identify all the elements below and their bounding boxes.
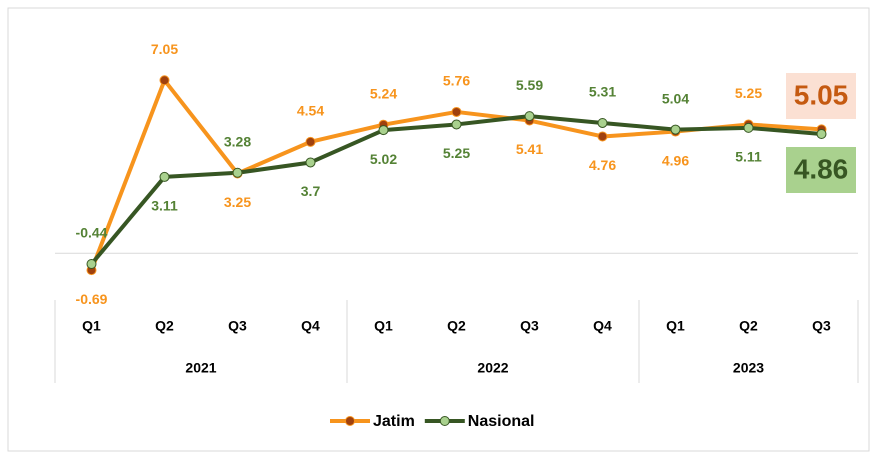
value-label: -0.69 <box>76 291 108 307</box>
x-tick-label: Q1 <box>82 318 101 334</box>
x-group-label: 2021 <box>185 360 216 376</box>
value-label: -0.44 <box>76 225 108 241</box>
data-point <box>597 131 608 142</box>
value-label: 5.11 <box>735 149 762 165</box>
data-point <box>159 171 170 182</box>
x-tick-label: Q2 <box>447 318 466 334</box>
value-label: 5.24 <box>370 85 397 101</box>
value-label: 5.04 <box>662 90 689 106</box>
value-label: 3.11 <box>151 198 178 214</box>
value-label: 4.96 <box>662 152 689 168</box>
value-label-box <box>786 147 856 193</box>
data-point <box>378 125 389 136</box>
value-label: 5.41 <box>516 141 543 157</box>
value-label: 5.02 <box>370 151 397 167</box>
value-label-box <box>786 73 856 119</box>
data-point <box>524 111 535 122</box>
value-label: 3.25 <box>224 194 251 210</box>
x-tick-label: Q4 <box>593 318 612 334</box>
legend-label: Nasional <box>468 413 535 430</box>
data-point <box>816 129 827 140</box>
value-label: 4.76 <box>589 157 616 173</box>
data-point <box>597 117 608 128</box>
x-group-label: 2022 <box>477 360 508 376</box>
value-label: 3.28 <box>224 133 251 149</box>
value-label: 5.25 <box>443 145 470 161</box>
data-point <box>159 75 170 86</box>
x-tick-label: Q3 <box>812 318 831 334</box>
value-label: 5.59 <box>516 77 543 93</box>
x-group-label: 2023 <box>733 360 764 376</box>
x-tick-label: Q3 <box>520 318 539 334</box>
value-label: 4.86 <box>794 153 849 184</box>
data-point <box>305 157 316 168</box>
data-point <box>305 136 316 147</box>
x-tick-label: Q1 <box>666 318 685 334</box>
chart-frame <box>7 7 870 452</box>
data-point <box>670 124 681 135</box>
data-point <box>232 167 243 178</box>
value-label: 5.25 <box>735 85 762 101</box>
legend-marker <box>345 416 355 426</box>
value-label: 3.7 <box>301 183 321 199</box>
legend-label: Jatim <box>373 413 415 430</box>
value-label: 5.31 <box>589 84 616 100</box>
value-label: 7.05 <box>151 41 178 57</box>
data-point <box>451 106 462 117</box>
data-point <box>86 259 97 270</box>
x-tick-label: Q4 <box>301 318 320 334</box>
x-tick-label: Q2 <box>155 318 174 334</box>
data-point <box>451 119 462 130</box>
value-label: 4.54 <box>297 103 324 119</box>
x-tick-label: Q3 <box>228 318 247 334</box>
value-label: 5.05 <box>794 79 849 110</box>
legend-marker <box>439 416 450 426</box>
value-label: 5.76 <box>443 73 470 89</box>
x-tick-label: Q2 <box>739 318 758 334</box>
x-tick-label: Q1 <box>374 318 393 334</box>
data-point <box>743 122 754 133</box>
